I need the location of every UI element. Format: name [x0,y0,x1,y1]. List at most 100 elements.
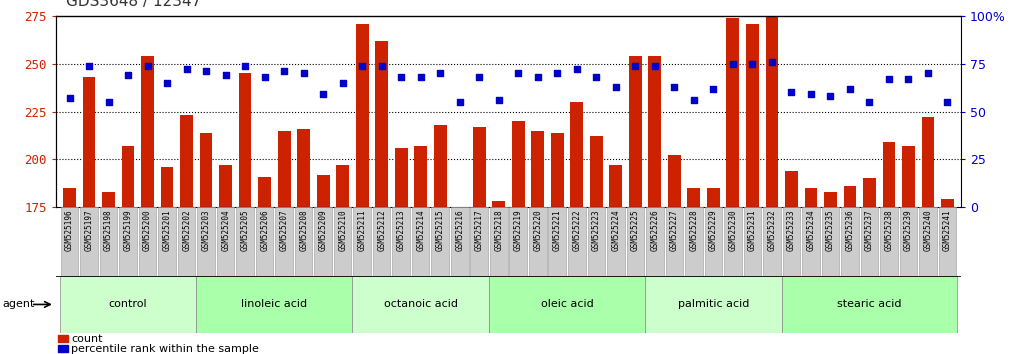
Point [569,67,585,72]
Bar [161,167,174,354]
Text: GSM525219: GSM525219 [514,209,523,251]
Bar [356,24,368,354]
Bar [785,171,797,354]
Text: GSM525210: GSM525210 [339,209,347,251]
Point [822,93,838,99]
Bar [880,207,898,276]
Bar [454,217,466,354]
Bar [668,155,680,354]
Text: GSM525204: GSM525204 [221,209,230,251]
Bar [665,207,683,276]
Bar [236,207,254,276]
Point [198,69,215,74]
Bar [258,177,271,354]
Bar [373,207,391,276]
Bar [196,276,353,333]
Text: GSM525232: GSM525232 [768,209,776,251]
Text: GSM525215: GSM525215 [435,209,444,251]
Bar [59,335,68,342]
Point [861,99,878,105]
Text: GSM525220: GSM525220 [533,209,542,251]
Text: GDS3648 / 12347: GDS3648 / 12347 [66,0,201,9]
Point [120,72,136,78]
Point [588,74,604,80]
Bar [119,207,137,276]
Bar [60,276,196,333]
Point [61,95,77,101]
Bar [941,199,954,354]
Point [139,63,156,68]
Text: GSM525218: GSM525218 [494,209,503,251]
Bar [141,56,154,354]
Point [237,63,253,68]
Bar [532,131,544,354]
Bar [743,207,761,276]
Point [530,74,546,80]
Bar [569,207,586,276]
Bar [863,178,876,354]
Bar [375,41,388,354]
Point [218,72,234,78]
Bar [763,207,781,276]
Text: GSM525196: GSM525196 [65,209,74,251]
Bar [63,188,76,354]
Text: GSM525239: GSM525239 [904,209,913,251]
Bar [256,207,274,276]
Bar [434,125,446,354]
Bar [393,207,410,276]
Text: GSM525201: GSM525201 [163,209,172,251]
Bar [220,165,232,354]
Bar [80,207,98,276]
Bar [822,207,839,276]
Bar [548,207,566,276]
Bar [178,207,195,276]
Point [607,84,623,90]
Bar [414,146,427,354]
Text: GSM525197: GSM525197 [84,209,94,251]
Bar [607,207,624,276]
Text: GSM525214: GSM525214 [416,209,425,251]
Bar [276,207,293,276]
Bar [900,207,917,276]
Bar [510,207,527,276]
Text: GSM525203: GSM525203 [201,209,211,251]
Bar [921,117,935,354]
Text: GSM525213: GSM525213 [397,209,406,251]
Text: GSM525211: GSM525211 [358,209,367,251]
Bar [297,129,310,354]
Bar [588,207,605,276]
Bar [295,207,312,276]
Point [373,63,390,68]
Bar [139,207,157,276]
Bar [337,165,349,354]
Bar [61,207,78,276]
Point [627,63,644,68]
Text: GSM525222: GSM525222 [573,209,582,251]
Point [764,59,780,65]
Bar [180,115,193,354]
Text: GSM525224: GSM525224 [611,209,620,251]
Bar [82,77,96,354]
Bar [122,146,134,354]
Text: GSM525240: GSM525240 [923,209,933,251]
Text: agent: agent [2,299,35,309]
Point [802,91,819,97]
Bar [626,207,644,276]
Bar [489,276,645,333]
Text: GSM525226: GSM525226 [650,209,659,251]
Bar [529,207,546,276]
Bar [492,201,505,354]
Text: GSM525200: GSM525200 [143,209,153,251]
Bar [354,207,371,276]
Bar [646,207,663,276]
Bar [159,207,176,276]
Point [335,80,351,86]
Bar [841,207,858,276]
Point [842,86,858,91]
Bar [645,276,782,333]
Bar [314,207,332,276]
Bar [609,165,622,354]
Point [179,67,195,72]
Bar [100,207,117,276]
Bar [919,207,937,276]
